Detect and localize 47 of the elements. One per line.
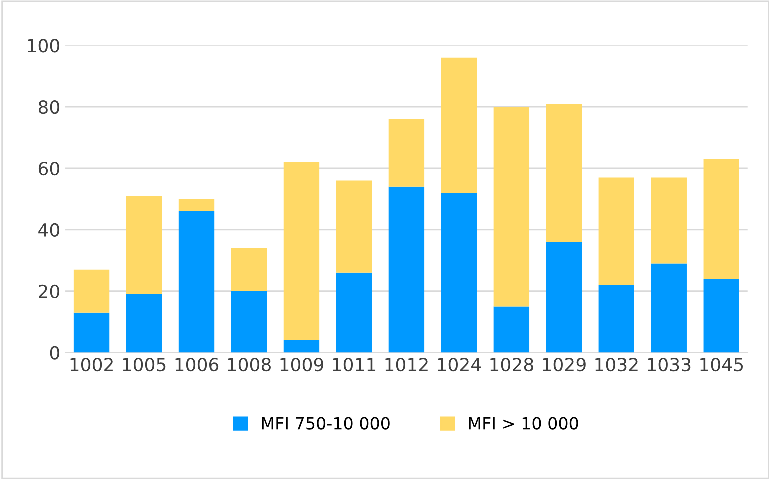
bar	[284, 340, 320, 353]
x-tick-label: 1028	[490, 358, 534, 372]
x-tick-label: 1011	[333, 358, 376, 372]
bar	[704, 159, 740, 280]
x-tick-label: 1029	[543, 358, 586, 372]
bar	[651, 264, 687, 353]
bar	[231, 291, 268, 353]
x-tick-label: 1006	[176, 358, 219, 372]
x-tick-label: 1045	[700, 358, 744, 372]
legend-label: MFI > 10 000	[469, 417, 578, 430]
bar	[441, 58, 478, 194]
bar	[231, 248, 268, 292]
bar	[388, 186, 425, 353]
bar	[704, 279, 740, 353]
bar	[336, 180, 372, 273]
x-tick-label: 1009	[280, 358, 324, 372]
bar	[494, 107, 530, 307]
bar	[546, 104, 582, 242]
x-tick-label: 1033	[648, 358, 691, 372]
y-tick-label: 0	[50, 346, 60, 360]
y-tick-label: 40	[38, 223, 60, 238]
x-tick-label: 1032	[596, 358, 638, 372]
bar	[546, 242, 582, 353]
bar	[74, 270, 110, 313]
bar	[441, 193, 478, 353]
bar	[178, 211, 215, 353]
legend-label: MFI 750-10 000	[262, 417, 390, 430]
y-tick-label: 80	[38, 100, 60, 114]
bar	[178, 199, 215, 212]
y-tick-label: 20	[39, 284, 60, 298]
bar	[336, 272, 372, 353]
x-tick-label: 1002	[70, 358, 113, 372]
x-tick-label: 1005	[123, 358, 166, 372]
bar	[388, 119, 425, 187]
bar	[126, 294, 162, 353]
bar	[598, 178, 634, 286]
bar	[74, 312, 110, 353]
x-tick-label: 1024	[438, 358, 482, 372]
bar	[126, 196, 162, 294]
y-tick-label: 100	[28, 39, 60, 53]
bar	[651, 178, 687, 264]
bar	[494, 306, 530, 353]
y-tick-label: 60	[38, 162, 60, 176]
bar	[598, 285, 634, 353]
x-tick-label: 1008	[228, 358, 271, 372]
x-tick-label: 1012	[386, 358, 428, 372]
bar	[284, 162, 320, 341]
